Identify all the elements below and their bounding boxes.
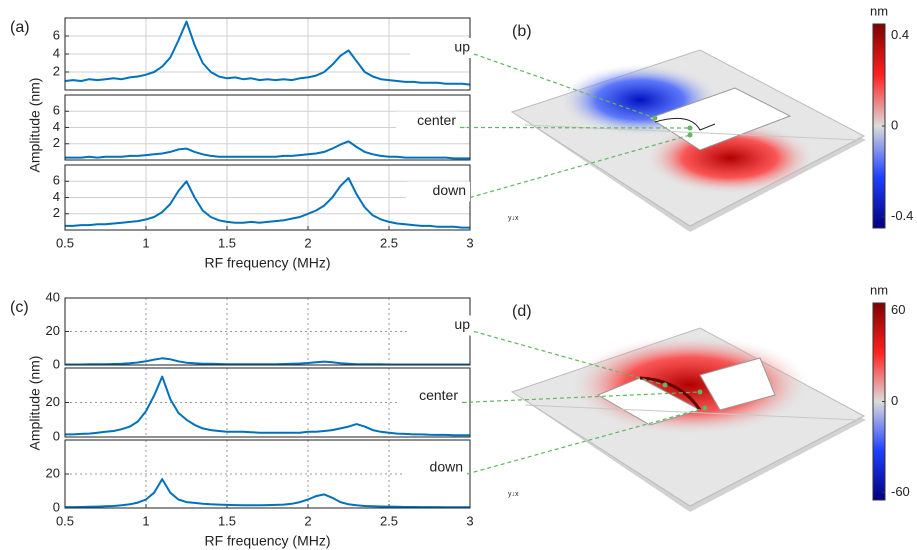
y-axis-label: Amplitude (nm) [27, 78, 43, 173]
colorbar-tick-label: 60 [891, 302, 905, 317]
y-tick-label: 4 [53, 45, 60, 60]
annotation-label: down [430, 459, 463, 475]
x-tick-label: 3 [466, 513, 473, 528]
y-tick-label: 20 [46, 323, 60, 338]
x-tick-label: 2 [304, 235, 311, 250]
y-tick-label: 2 [53, 135, 60, 150]
annotation-label: center [419, 387, 458, 403]
panel-label: (d) [512, 303, 532, 320]
annotation-arrow-head [653, 116, 658, 121]
data-line [65, 22, 470, 85]
x-tick-label: 3 [466, 235, 473, 250]
data-line [65, 479, 470, 507]
x-tick-label: 1.5 [218, 235, 236, 250]
colorbar-tick-label: 0 [891, 393, 898, 408]
annotation-arrow-head [663, 383, 668, 388]
y-tick-label: 20 [46, 465, 60, 480]
device-render-d: y↓x [508, 328, 866, 512]
page: y↓x y↓x 246(a)up246Amplitude (nm)center2… [0, 0, 917, 550]
y-tick-label: 4 [53, 189, 60, 204]
x-axis-label: RF frequency (MHz) [204, 255, 330, 271]
y-tick-label: 2 [53, 205, 60, 220]
annotation-arrow-head [703, 406, 708, 411]
annotation-label: down [433, 182, 466, 198]
panel-label: (b) [512, 23, 532, 40]
annotation-arrow-head [698, 390, 703, 395]
y-tick-label: 0 [53, 499, 60, 514]
annotation-arrow-head [688, 133, 693, 138]
y-tick-label: 2 [53, 63, 60, 78]
colorbar-tick-label: -60 [891, 484, 910, 499]
x-tick-label: 1 [142, 235, 149, 250]
x-tick-label: 2.5 [380, 235, 398, 250]
data-line [65, 358, 470, 364]
x-tick-label: 0.5 [56, 513, 74, 528]
x-tick-label: 0.5 [56, 235, 74, 250]
y-tick-label: 0 [53, 428, 60, 443]
figure: y↓x y↓x 246(a)up246Amplitude (nm)center2… [0, 0, 917, 550]
y-tick-label: 6 [53, 103, 60, 118]
annotation-label: center [417, 112, 456, 128]
panel-label: (a) [10, 19, 30, 36]
y-tick-label: 6 [53, 27, 60, 42]
colorbar-label: nm [870, 282, 888, 297]
y-tick-label: 6 [53, 173, 60, 188]
y-axis-label: Amplitude (nm) [27, 356, 43, 451]
axis-triad: y↓x [508, 491, 519, 498]
annotation-label: up [454, 39, 470, 55]
device-render-b: y↓x [508, 50, 866, 232]
x-tick-label: 2.5 [380, 513, 398, 528]
colorbar-label: nm [870, 3, 888, 18]
x-axis-label: RF frequency (MHz) [204, 533, 330, 549]
y-tick-label: 4 [53, 119, 60, 134]
colorbar-tick-label: -0.4 [891, 208, 913, 223]
y-tick-label: 0 [53, 356, 60, 371]
annotation-arrow-head [688, 126, 693, 131]
y-tick-label: 20 [46, 394, 60, 409]
x-tick-label: 1 [142, 513, 149, 528]
colorbar-tick-label: 0 [891, 117, 898, 132]
y-tick-label: 40 [46, 289, 60, 304]
axis-triad: y↓x [508, 215, 519, 222]
panel-label: (c) [10, 299, 29, 316]
colorbar-tick-label: 0.4 [891, 27, 909, 42]
annotation-label: up [454, 316, 470, 332]
x-tick-label: 1.5 [218, 513, 236, 528]
x-tick-label: 2 [304, 513, 311, 528]
